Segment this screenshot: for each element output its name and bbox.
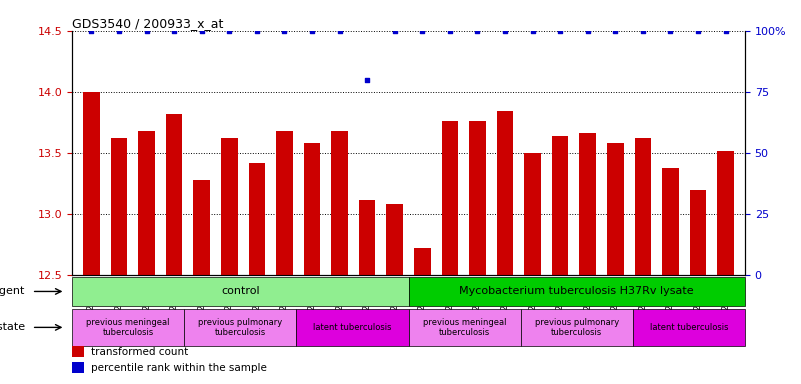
Text: latent tuberculosis: latent tuberculosis — [650, 323, 728, 332]
Point — [498, 28, 511, 34]
Text: control: control — [221, 286, 260, 296]
Bar — [193, 180, 210, 275]
Text: previous pulmonary
tuberculosis: previous pulmonary tuberculosis — [534, 318, 619, 337]
Text: agent: agent — [0, 286, 25, 296]
Point — [691, 28, 704, 34]
Text: previous pulmonary
tuberculosis: previous pulmonary tuberculosis — [198, 318, 283, 337]
Bar — [718, 151, 734, 275]
Bar — [359, 200, 376, 275]
Point — [223, 28, 235, 34]
Bar — [72, 362, 84, 373]
Point — [719, 28, 732, 34]
Point — [167, 28, 180, 34]
Bar — [166, 114, 183, 275]
FancyBboxPatch shape — [633, 309, 745, 346]
Bar — [662, 168, 678, 275]
Point — [333, 28, 346, 34]
Bar — [607, 143, 624, 275]
Bar — [248, 163, 265, 275]
Bar — [276, 131, 292, 275]
Text: previous meningeal
tuberculosis: previous meningeal tuberculosis — [423, 318, 506, 337]
Bar — [690, 190, 706, 275]
Text: disease state: disease state — [0, 323, 25, 333]
Point — [140, 28, 153, 34]
Point — [360, 76, 373, 83]
Point — [251, 28, 264, 34]
FancyBboxPatch shape — [184, 309, 296, 346]
Text: latent tuberculosis: latent tuberculosis — [313, 323, 392, 332]
Point — [278, 28, 291, 34]
FancyBboxPatch shape — [72, 309, 184, 346]
Bar — [552, 136, 569, 275]
Point — [306, 28, 319, 34]
Bar — [332, 131, 348, 275]
Point — [582, 28, 594, 34]
Bar — [469, 121, 485, 275]
Bar — [441, 121, 458, 275]
Point — [664, 28, 677, 34]
FancyBboxPatch shape — [72, 277, 409, 306]
Bar — [83, 92, 99, 275]
Text: percentile rank within the sample: percentile rank within the sample — [91, 362, 267, 372]
Bar — [634, 138, 651, 275]
Point — [553, 28, 566, 34]
FancyBboxPatch shape — [409, 277, 745, 306]
Point — [85, 28, 98, 34]
Bar — [414, 248, 431, 275]
Bar — [304, 143, 320, 275]
Point — [388, 28, 401, 34]
Bar — [111, 138, 127, 275]
Point — [609, 28, 622, 34]
Text: previous meningeal
tuberculosis: previous meningeal tuberculosis — [87, 318, 170, 337]
Bar — [386, 204, 403, 275]
Point — [416, 28, 429, 34]
Point — [195, 28, 208, 34]
Point — [637, 28, 650, 34]
Bar — [221, 138, 238, 275]
FancyBboxPatch shape — [409, 309, 521, 346]
Text: transformed count: transformed count — [91, 347, 188, 357]
Text: GDS3540 / 200933_x_at: GDS3540 / 200933_x_at — [72, 17, 223, 30]
Bar — [72, 346, 84, 358]
Bar — [139, 131, 155, 275]
Point — [444, 28, 457, 34]
Bar — [525, 153, 541, 275]
Point — [113, 28, 126, 34]
FancyBboxPatch shape — [296, 309, 409, 346]
FancyBboxPatch shape — [521, 309, 633, 346]
Point — [471, 28, 484, 34]
Text: Mycobacterium tuberculosis H37Rv lysate: Mycobacterium tuberculosis H37Rv lysate — [460, 286, 694, 296]
Bar — [497, 111, 513, 275]
Bar — [579, 134, 596, 275]
Point — [526, 28, 539, 34]
